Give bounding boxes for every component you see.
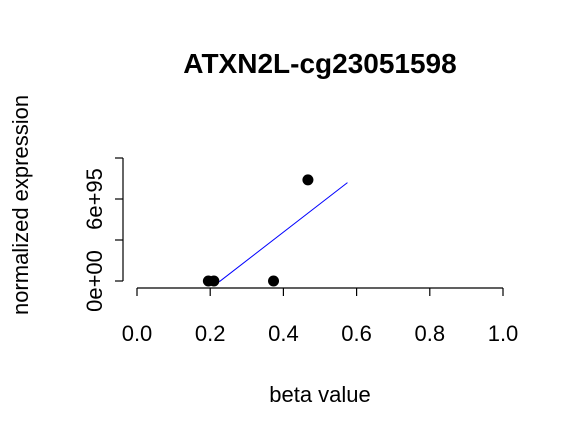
fit-line-group [219,182,348,283]
y-tick-label: 6e+95 [82,168,107,230]
data-points [202,174,314,287]
x-tick-label: 1.0 [488,321,519,346]
y-axis: 0e+00 6e+95 [82,157,124,312]
x-tick-label: 0.8 [415,321,446,346]
data-point [208,275,220,287]
y-tick-label: 0e+00 [82,250,107,312]
data-point [268,275,280,287]
x-axis: 0.0 0.2 0.4 0.6 0.8 1.0 [122,287,519,346]
data-point [302,174,314,186]
x-tick-label: 0.6 [341,321,372,346]
x-axis-label: beta value [269,382,371,407]
regression-line [219,182,348,283]
x-tick-label: 0.2 [195,321,226,346]
x-tick-label: 0.0 [122,321,153,346]
y-axis-label: normalized expression [8,95,33,315]
x-tick-label: 0.4 [268,321,299,346]
chart-title: ATXN2L-cg23051598 [183,48,456,79]
